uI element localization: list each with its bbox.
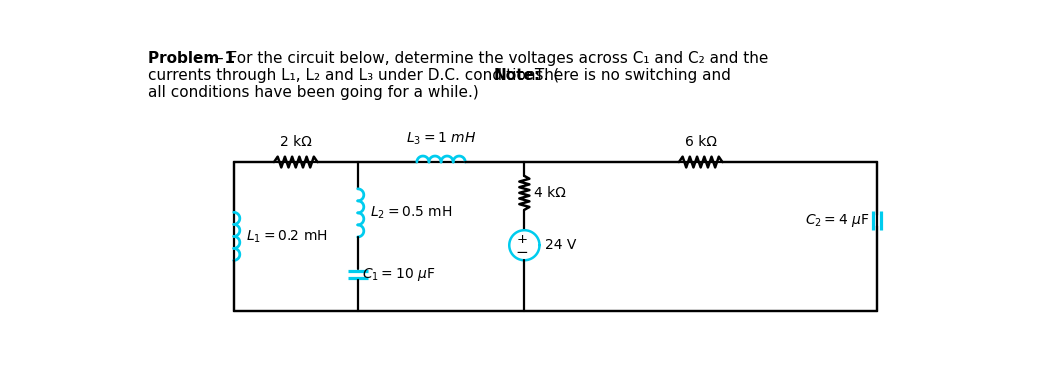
Text: There is no switching and: There is no switching and — [530, 68, 731, 83]
Bar — [234, 162, 877, 311]
Text: 24 V: 24 V — [545, 238, 577, 252]
Text: $C_1 = 10\ \mu$F: $C_1 = 10\ \mu$F — [363, 266, 436, 283]
Text: −: − — [516, 245, 529, 260]
Text: $L_1 = 0.2$ mH: $L_1 = 0.2$ mH — [246, 228, 328, 244]
Text: all conditions have been going for a while.): all conditions have been going for a whi… — [149, 85, 479, 100]
Text: 6 kΩ: 6 kΩ — [685, 135, 717, 149]
Text: $C_2 = 4\ \mu$F: $C_2 = 4\ \mu$F — [804, 212, 869, 229]
Text: 4 kΩ: 4 kΩ — [534, 186, 566, 200]
Text: $L_3 = 1$ mH: $L_3 = 1$ mH — [406, 130, 477, 147]
Text: 2 kΩ: 2 kΩ — [280, 135, 312, 149]
Text: $L_2 = 0.5$ mH: $L_2 = 0.5$ mH — [370, 205, 452, 221]
Text: – For the circuit below, determine the voltages across C₁ and C₂ and the: – For the circuit below, determine the v… — [216, 51, 768, 66]
Text: currents through L₁, L₂ and L₃ under D.C. conditions. (: currents through L₁, L₂ and L₃ under D.C… — [149, 68, 560, 83]
Text: Problem 1: Problem 1 — [149, 51, 235, 66]
Text: +: + — [516, 233, 528, 246]
Text: Note:: Note: — [494, 68, 541, 83]
